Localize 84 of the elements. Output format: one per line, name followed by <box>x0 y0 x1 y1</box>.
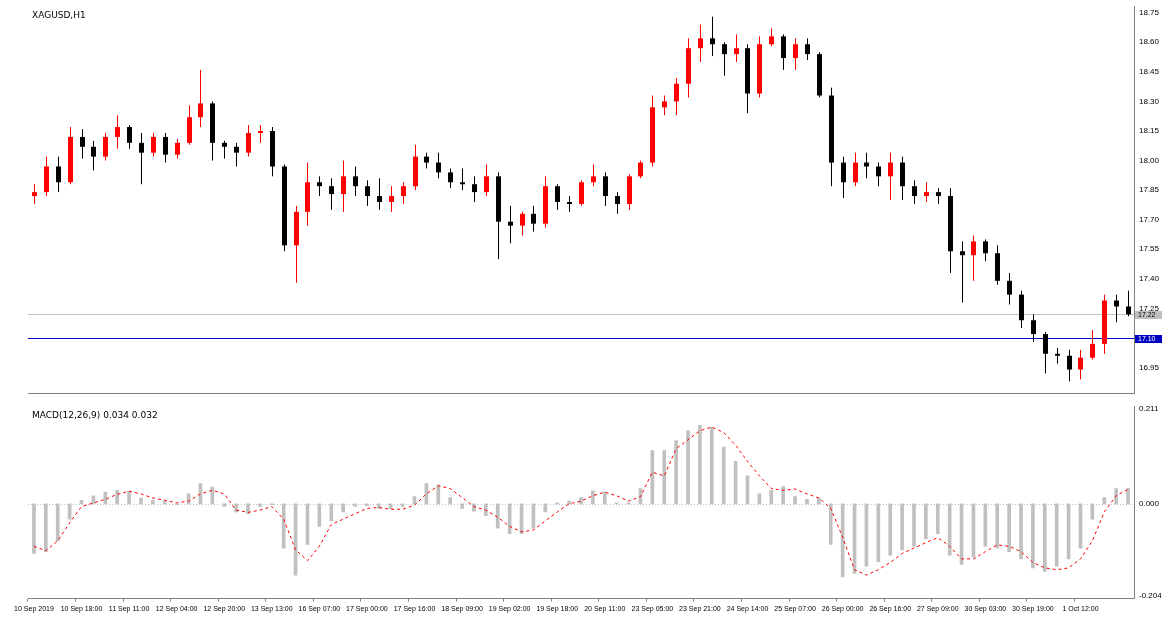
candlestick <box>841 156 846 199</box>
candlestick <box>1007 272 1012 305</box>
candlestick <box>91 140 96 171</box>
candlestick <box>353 165 358 197</box>
y-tick-label: 17.85 <box>1139 185 1160 195</box>
candlestick <box>531 205 536 233</box>
candlestick <box>710 16 715 57</box>
y-tick-label: 17.25 <box>1139 303 1160 313</box>
y-tick-label: 18.75 <box>1139 7 1160 17</box>
candlestick <box>484 164 489 197</box>
candlestick <box>912 179 917 205</box>
candlestick <box>175 138 180 160</box>
candlestick <box>472 175 477 203</box>
candlestick <box>983 238 988 262</box>
candlestick <box>139 132 144 185</box>
y-tick-label: 17.55 <box>1139 244 1160 254</box>
candlestick <box>579 179 584 207</box>
bar <box>460 503 464 509</box>
y-tick-label: 17.40 <box>1139 274 1160 284</box>
candlestick <box>401 181 406 205</box>
candlestick <box>555 183 560 211</box>
y-tick-label: 16.95 <box>1139 362 1160 372</box>
candlestick <box>436 152 441 179</box>
candlestick <box>389 185 394 213</box>
candlestick <box>103 132 108 162</box>
y-tick-label: 18.00 <box>1139 155 1160 165</box>
candlestick <box>1043 331 1048 374</box>
candlestick <box>805 37 810 61</box>
y-tick-label: 0.211 <box>1139 403 1159 413</box>
chart-title: XAGUSD,H1 <box>32 9 86 20</box>
candlestick <box>900 156 905 201</box>
bar <box>828 503 833 545</box>
candlestick <box>520 211 525 236</box>
chart-title: MACD(12,26,9) 0.034 0.032 <box>32 409 158 420</box>
candlestick <box>853 152 858 187</box>
candlestick <box>1031 313 1036 343</box>
candlestick <box>317 175 322 197</box>
candlestick <box>198 69 203 128</box>
y-tick-label: 18.60 <box>1139 37 1160 47</box>
candlestick <box>448 167 453 189</box>
candlestick <box>460 167 465 191</box>
candlestick <box>960 240 965 304</box>
candlestick <box>127 124 132 150</box>
candlestick <box>674 77 679 116</box>
candlestick <box>329 177 334 211</box>
bar <box>495 503 500 529</box>
candlestick <box>734 33 739 63</box>
bar <box>484 503 488 516</box>
y-tick-label: 18.15 <box>1139 126 1160 136</box>
candlestick <box>591 164 596 187</box>
candlestick <box>32 183 37 205</box>
bar <box>567 500 571 505</box>
candlestick <box>662 95 667 116</box>
candlestick <box>1067 349 1072 382</box>
candlestick <box>971 234 976 282</box>
y-tick-label: 17.70 <box>1139 214 1160 224</box>
candlestick <box>151 132 156 158</box>
candlestick <box>377 177 382 211</box>
candlestick <box>341 160 346 213</box>
candlestick <box>603 171 608 207</box>
candlestick <box>56 156 61 193</box>
candlestick <box>876 162 881 187</box>
candlestick <box>115 114 120 150</box>
candlestick <box>698 24 703 63</box>
candlestick <box>508 205 513 244</box>
y-tick-label: 18.30 <box>1139 96 1160 106</box>
candlestick <box>924 181 929 203</box>
candlestick <box>1078 349 1083 380</box>
candlestick <box>793 37 798 71</box>
candlestick <box>615 191 620 215</box>
candlestick <box>1126 290 1131 317</box>
candlestick <box>163 132 168 164</box>
candlestick <box>365 179 370 207</box>
candlestick <box>722 41 727 77</box>
line-series <box>33 426 1129 576</box>
candlestick <box>246 124 251 158</box>
candlestick <box>234 142 239 167</box>
candlestick <box>781 33 786 71</box>
candlestick <box>888 152 893 201</box>
candlestick <box>80 128 85 160</box>
candlestick <box>1090 329 1095 361</box>
y-tick-label: -0.204 <box>1139 591 1163 601</box>
y-tick-label: 18.45 <box>1139 67 1160 77</box>
y-tick-label: 0.000 <box>1139 499 1160 509</box>
